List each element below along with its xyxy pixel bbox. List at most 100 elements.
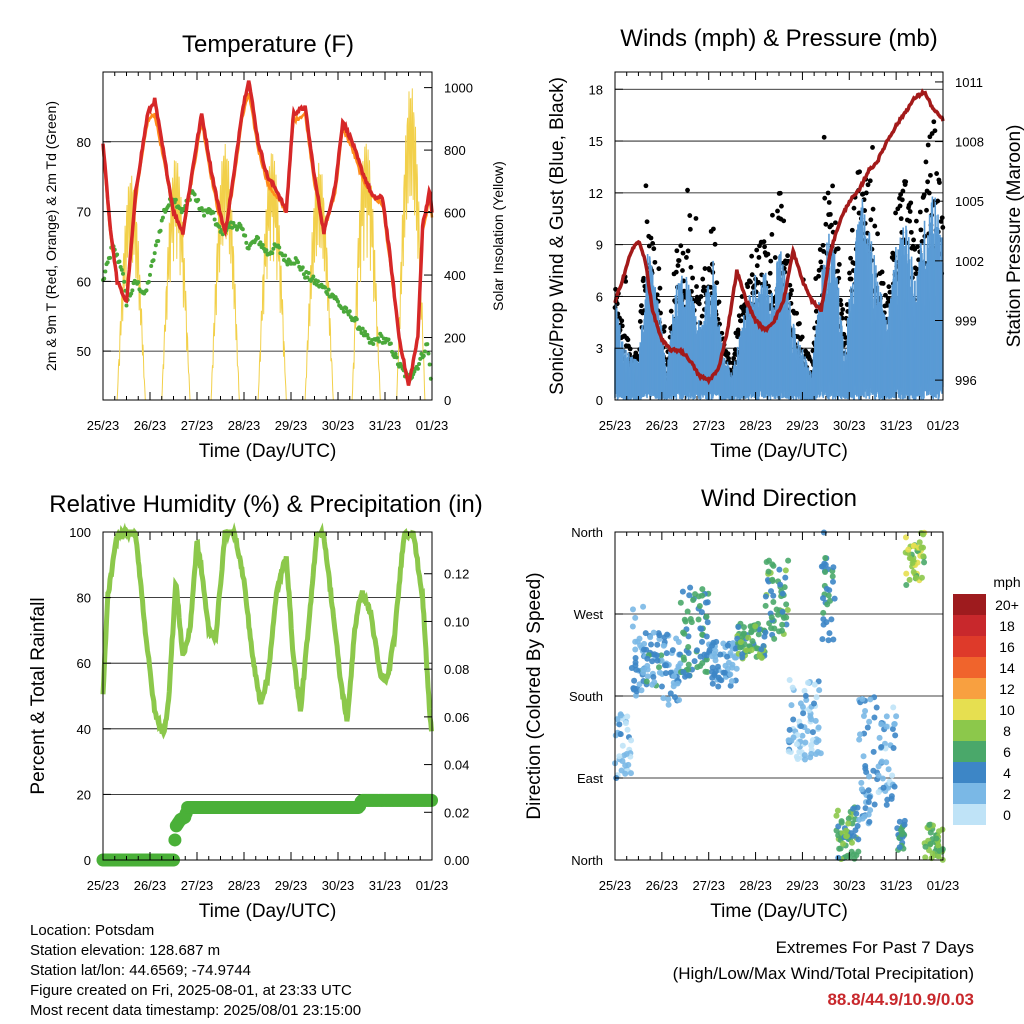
direction-point <box>885 766 892 773</box>
colorbar-swatch <box>953 678 986 699</box>
direction-point <box>650 629 657 636</box>
direction-point <box>798 723 805 730</box>
y-right-tick-label: 0.00 <box>444 853 469 868</box>
dewpoint-point <box>192 192 197 197</box>
direction-point <box>632 646 639 653</box>
direction-point <box>704 668 711 675</box>
gust-point <box>867 178 873 184</box>
direction-point <box>748 629 755 636</box>
direction-point <box>835 854 842 861</box>
direction-point <box>629 606 636 613</box>
gust-point <box>767 289 773 295</box>
direction-point <box>680 669 687 676</box>
gust-point <box>913 218 919 224</box>
gust-point <box>872 223 878 229</box>
colorbar-label: 0 <box>1003 807 1011 823</box>
direction-point <box>660 642 667 649</box>
gust-point <box>900 188 906 194</box>
dewpoint-point <box>160 215 165 220</box>
y-right-tick-label: 0.12 <box>444 567 469 582</box>
y-tick-label: 100 <box>69 525 91 540</box>
gust-point <box>838 302 844 308</box>
x-tick-label: 28/23 <box>228 878 261 893</box>
dewpoint-point <box>256 235 261 240</box>
direction-point <box>920 553 927 560</box>
gust-point <box>925 142 931 148</box>
direction-point <box>866 818 873 825</box>
direction-point <box>889 726 896 733</box>
gust-point <box>736 313 742 319</box>
direction-ylabel: Direction (Colored By Speed) <box>524 572 545 819</box>
colorbar-swatch <box>953 741 986 762</box>
direction-point <box>667 690 674 697</box>
temperature-title: Temperature (F) <box>182 31 354 58</box>
gust-point <box>731 355 737 361</box>
direction-point <box>674 680 681 687</box>
direction-point <box>712 668 719 675</box>
direction-point <box>763 558 770 565</box>
direction-point <box>612 732 619 739</box>
gust-point <box>657 285 663 291</box>
direction-point <box>896 844 903 851</box>
direction-point <box>825 637 832 644</box>
temperature-panel: Temperature (F) 25/23 26/23 27/23 28/23 29/23… <box>43 31 506 462</box>
direction-point <box>658 683 665 690</box>
dewpoint-point <box>377 339 382 344</box>
direction-point <box>901 821 908 828</box>
direction-point <box>727 671 734 678</box>
gust-point <box>772 255 778 260</box>
humidity-ylabel: Percent & Total Rainfall <box>28 597 49 794</box>
gust-point <box>893 210 898 216</box>
dewpoint-point <box>108 255 113 260</box>
y-right-tick-label: 600 <box>444 206 466 221</box>
direction-point <box>808 742 815 749</box>
direction-point <box>651 651 658 658</box>
direction-point <box>862 765 869 772</box>
x-tick-label: 28/23 <box>739 418 772 433</box>
colorbar-label: 10 <box>999 702 1015 718</box>
direction-point <box>939 826 946 833</box>
direction-point <box>804 728 811 735</box>
gust-point <box>918 227 924 233</box>
direction-point <box>694 647 701 654</box>
direction-point <box>622 720 629 727</box>
y-right-tick-label: 0 <box>444 393 451 408</box>
direction-point <box>835 823 842 830</box>
direction-point <box>802 756 809 763</box>
direction-point <box>749 638 756 645</box>
direction-point <box>815 724 822 731</box>
direction-point <box>845 820 852 827</box>
direction-point <box>801 752 808 759</box>
gust-point <box>725 351 731 356</box>
extremes-values: 88.8/44.9/10.9/0.03 <box>827 990 974 1009</box>
direction-point <box>640 646 647 653</box>
gust-point <box>924 207 929 213</box>
direction-point <box>721 669 728 676</box>
gust-point <box>769 231 775 237</box>
y-tick-label: 6 <box>596 289 603 304</box>
temperature-2m-line <box>101 80 434 386</box>
dewpoint-point <box>120 271 125 276</box>
x-tick-label: 25/23 <box>87 418 120 433</box>
y-right-tick-label: 0.04 <box>444 758 469 773</box>
dewpoint-point <box>130 288 135 293</box>
gust-point <box>732 347 738 353</box>
x-tick-label: 31/23 <box>369 418 402 433</box>
direction-point <box>820 616 827 623</box>
direction-point <box>834 807 841 814</box>
gust-point <box>767 270 773 276</box>
gust-point <box>848 255 853 261</box>
direction-point <box>906 555 913 562</box>
gust-point <box>898 216 904 222</box>
dewpoint-point <box>153 243 158 248</box>
gust-point <box>883 292 888 298</box>
direction-point <box>680 654 687 661</box>
dewpoint-point <box>124 303 129 308</box>
direction-point <box>929 850 936 857</box>
direction-point <box>682 673 689 680</box>
direction-point <box>906 576 913 583</box>
direction-point <box>833 812 840 819</box>
direction-point <box>619 758 626 765</box>
gust-point <box>911 237 916 243</box>
direction-point <box>701 651 708 658</box>
